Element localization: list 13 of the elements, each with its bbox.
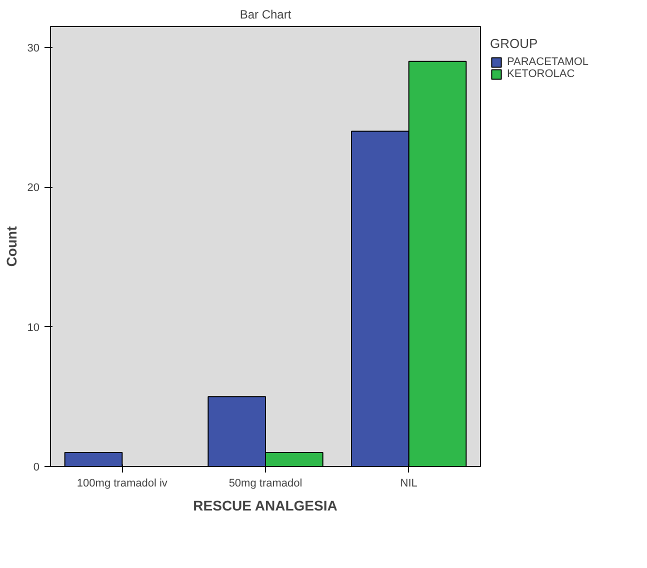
x-axis-title: RESCUE ANALGESIA <box>193 498 338 514</box>
chart-title: Bar Chart <box>240 8 292 22</box>
y-axis-title: Count <box>3 226 20 267</box>
x-tick-label: 50mg tramadol <box>228 478 302 490</box>
y-tick-label: 20 <box>27 182 40 194</box>
y-tick-label: 10 <box>27 322 40 334</box>
y-tick-label: 0 <box>33 462 40 474</box>
legend-label: KETOROLAC <box>507 68 575 80</box>
x-tick-label: 100mg tramadol iv <box>76 478 168 490</box>
legend-title: GROUP <box>490 36 539 51</box>
legend-label: PARACETAMOL <box>507 56 588 68</box>
y-tick-label: 30 <box>27 42 40 54</box>
x-tick-label: NIL <box>400 478 418 490</box>
